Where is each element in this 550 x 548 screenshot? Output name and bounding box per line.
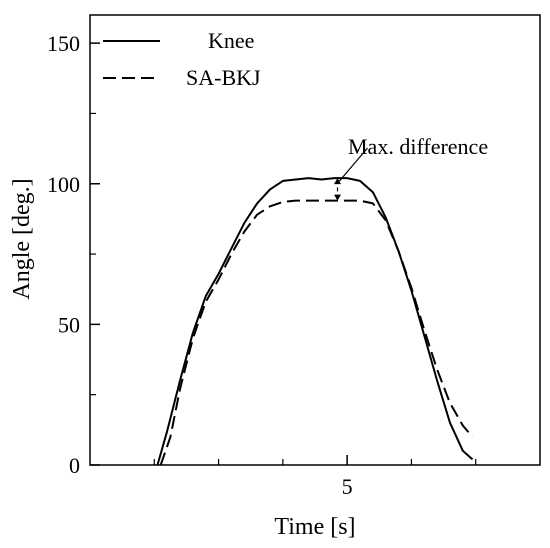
legend-label-sa-bkj: SA-BKJ [186, 65, 261, 90]
legend: Knee SA-BKJ [103, 28, 261, 90]
legend-label-knee: Knee [208, 28, 254, 53]
series-layer [156, 177, 474, 466]
x-tick-label: 5 [342, 474, 353, 499]
plot-frame [89, 14, 541, 466]
y-tick-label: 50 [58, 312, 80, 337]
ticks-layer: 0 50 100 150 5 [47, 31, 477, 499]
series-line-sa-bkj [159, 199, 474, 466]
x-axis-title: Time [s] [274, 514, 355, 540]
series-line-knee [156, 177, 474, 466]
y-tick-label: 0 [69, 453, 80, 478]
annotation-arrow-down [334, 194, 341, 201]
y-tick-label: 100 [47, 172, 80, 197]
annotation-leader [337, 147, 368, 184]
y-axis-title: Angle [deg.] [9, 178, 35, 299]
annotation-arrow-up [334, 178, 341, 185]
annotation-label: Max. difference [348, 134, 488, 159]
annotation-max-difference: Max. difference [334, 134, 488, 201]
y-tick-label: 150 [47, 31, 80, 56]
